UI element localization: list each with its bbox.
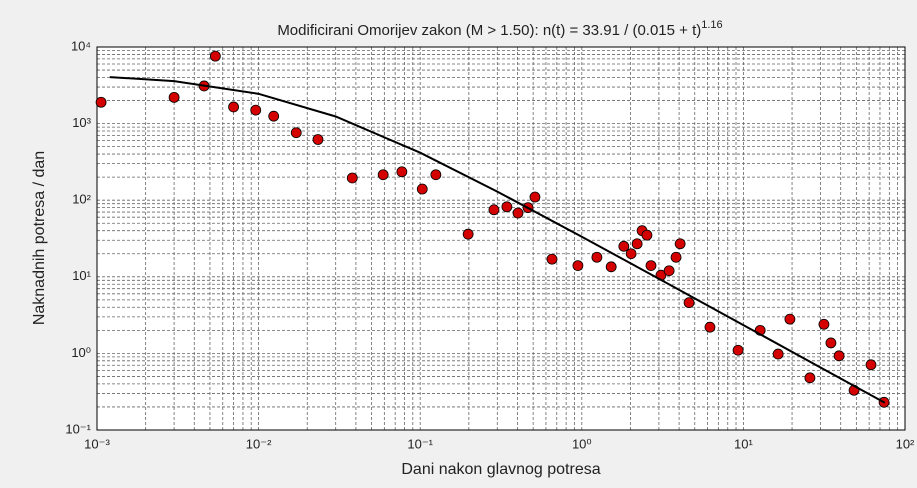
data-point <box>209 50 221 62</box>
data-point <box>641 229 653 241</box>
chart-title: Modificirani Omorijev zakon (M > 1.50): … <box>277 19 722 39</box>
data-point <box>618 240 630 252</box>
data-point <box>377 169 389 181</box>
y-tick-label: 10³ <box>72 115 91 130</box>
x-tick-label: 10⁻² <box>246 436 272 451</box>
y-tick-label: 10¹ <box>72 268 91 283</box>
data-point <box>625 248 637 260</box>
plot-frame <box>96 46 906 431</box>
data-point <box>488 204 500 216</box>
data-point <box>95 96 107 108</box>
data-point <box>416 183 428 195</box>
data-point <box>268 110 280 122</box>
y-tick-label: 10⁻¹ <box>65 421 91 436</box>
y-axis-label: Naknadnih potresa / dan <box>31 151 48 325</box>
data-point <box>825 337 837 349</box>
data-point <box>572 260 584 272</box>
data-point <box>818 318 830 330</box>
data-point <box>833 350 845 362</box>
data-point <box>772 348 784 360</box>
data-point <box>674 238 686 250</box>
data-point <box>704 321 716 333</box>
x-tick-label: 10⁻¹ <box>407 436 433 451</box>
data-point <box>529 191 541 203</box>
y-tick-label: 10⁰ <box>71 345 91 360</box>
data-point <box>631 238 643 250</box>
x-tick-label: 10¹ <box>734 436 753 451</box>
data-point <box>312 134 324 145</box>
data-point <box>784 313 796 325</box>
data-point <box>290 127 302 139</box>
data-point <box>591 251 603 263</box>
data-point <box>168 91 180 103</box>
title-superscript: 1.16 <box>701 19 722 31</box>
x-tick-label: 10⁻³ <box>84 436 110 451</box>
data-point <box>396 166 408 178</box>
data-point <box>501 201 513 213</box>
data-point <box>663 265 675 277</box>
plot-area <box>97 47 905 430</box>
y-tick-label: 10⁴ <box>71 38 91 53</box>
data-point <box>462 228 474 240</box>
data-point <box>732 344 744 356</box>
data-point <box>546 253 558 265</box>
x-tick-label: 10⁰ <box>572 436 592 451</box>
data-point <box>250 104 262 116</box>
data-point <box>865 359 877 371</box>
data-point <box>430 169 442 181</box>
title-main: Modificirani Omorijev zakon (M > 1.50): … <box>277 22 701 39</box>
data-point <box>605 261 617 273</box>
y-tick-label: 10² <box>72 192 91 207</box>
x-tick-label: 10² <box>896 436 915 451</box>
data-point <box>645 260 657 272</box>
data-point <box>683 297 695 309</box>
data-point <box>346 172 358 184</box>
x-axis-label: Dani nakon glavnog potresa <box>401 461 600 478</box>
fit-line <box>109 76 886 404</box>
data-point <box>512 207 524 219</box>
data-point <box>804 372 816 384</box>
data-point <box>228 101 239 113</box>
data-point <box>670 251 682 263</box>
